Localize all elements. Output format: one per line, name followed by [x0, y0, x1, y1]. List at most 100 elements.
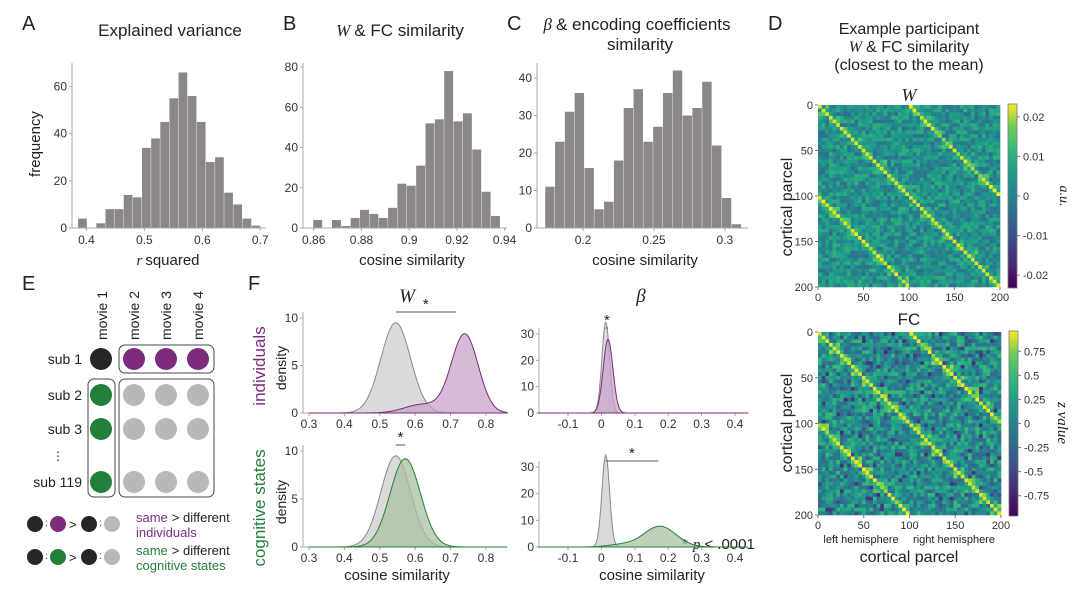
heatmap-cell [883, 346, 888, 351]
heatmap-cell [828, 357, 833, 362]
heatmap-cell [909, 339, 914, 344]
heatmap-cell [894, 397, 899, 402]
heatmap-cell [832, 397, 837, 402]
heatmap-cell [941, 206, 946, 211]
heatmap-cell [818, 159, 822, 164]
heatmap-cell [989, 217, 994, 222]
heatmap-cell [872, 192, 877, 197]
heatmap-cell [923, 276, 928, 281]
heatmap-cell [880, 485, 885, 490]
heatmap-cell [905, 493, 910, 497]
heatmap-cell [953, 332, 958, 336]
heatmap-cell [902, 434, 907, 439]
heatmap-cell [901, 145, 906, 149]
heatmap-cell [858, 357, 863, 362]
heatmap-cell [909, 257, 913, 262]
heatmap-cell [890, 105, 895, 109]
heatmap-cell [901, 152, 906, 157]
heatmap-cell [909, 130, 913, 135]
heatmap-cell [916, 482, 921, 487]
heatmap-cell [847, 342, 852, 347]
heatmap-cell [964, 438, 969, 443]
heatmap-cell [978, 246, 983, 251]
heatmap-cell [930, 265, 935, 270]
heatmap-cell [949, 115, 953, 120]
heatmap-cell [952, 137, 957, 142]
heatmap-cell [839, 279, 844, 284]
heatmap-cell [876, 174, 881, 179]
heatmap-cell [989, 123, 994, 128]
heatmap-cell [919, 265, 924, 270]
heatmap-cell [927, 467, 932, 472]
heatmap-cell [894, 203, 899, 208]
heatmap-cell [909, 126, 913, 131]
heatmap-cell [945, 268, 950, 273]
heatmap-cell [953, 427, 958, 432]
heatmap-cell [986, 383, 991, 388]
heatmap-cell [935, 408, 940, 413]
heatmap-cell [825, 174, 830, 179]
heatmap-cell [931, 375, 936, 380]
heatmap-cell [902, 346, 907, 351]
heatmap-cell [858, 177, 862, 182]
heatmap-cell [836, 412, 841, 417]
heatmap-cell [938, 188, 943, 193]
heatmap-cell [930, 137, 935, 142]
heatmap-cell [868, 145, 873, 149]
heatmap-cell [843, 203, 848, 208]
heatmap-cell [825, 419, 830, 424]
heatmap-cell [850, 163, 855, 168]
heatmap-cell [957, 434, 962, 439]
heatmap-cell [938, 163, 943, 168]
heatmap-cell [861, 145, 866, 149]
heatmap-cell [909, 112, 913, 117]
heatmap-cell [905, 430, 910, 435]
heatmap-cell [975, 452, 980, 457]
heatmap-cell [883, 386, 888, 391]
heatmap-cell [883, 335, 888, 340]
heatmap-cell [964, 405, 969, 410]
heatmap-cell [872, 108, 877, 113]
heatmap-cell [865, 368, 870, 373]
heatmap-cell [854, 199, 859, 204]
heatmap-cell [975, 463, 980, 468]
heatmap-cell [978, 155, 983, 160]
heatmap-cell [982, 471, 987, 476]
heatmap-cell [898, 199, 903, 204]
heatmap-cell [957, 449, 962, 454]
heatmap-cell [869, 449, 874, 454]
heatmap-cell [865, 181, 870, 186]
panel-a-xlabel-r: r [136, 253, 142, 269]
heatmap-cell [938, 368, 943, 373]
heatmap-cell [938, 445, 943, 450]
heatmap-cell [832, 434, 837, 439]
heatmap-cell [946, 474, 951, 479]
heatmap-cell [981, 236, 986, 240]
heatmap-cell [887, 261, 892, 266]
heatmap-cell [898, 350, 903, 355]
heatmap-cell [869, 379, 874, 384]
heatmap-cell [963, 155, 968, 160]
heatmap-cell [883, 445, 888, 450]
heatmap-cell [828, 112, 833, 117]
heatmap-cell [850, 467, 855, 472]
heatmap-cell [960, 390, 965, 395]
heatmap-cell [960, 489, 965, 494]
heatmap-cell [924, 342, 929, 347]
heatmap-cell [996, 246, 1001, 251]
heatmap-cell [960, 342, 965, 347]
heatmap-cell [891, 489, 896, 494]
heatmap-cell [960, 386, 965, 391]
heatmap-cell [930, 203, 935, 208]
heatmap-cell [869, 482, 874, 487]
panel-label-e: E [22, 273, 35, 295]
heatmap-cell [905, 217, 910, 222]
heatmap-cell [818, 112, 822, 117]
heatmap-cell [934, 250, 939, 255]
heatmap-cell [825, 332, 830, 336]
histogram-bar [564, 111, 575, 228]
heatmap-cell [923, 214, 928, 219]
heatmap-cell [898, 145, 903, 149]
heatmap-cell [931, 350, 936, 355]
heatmap-cell [868, 283, 873, 288]
